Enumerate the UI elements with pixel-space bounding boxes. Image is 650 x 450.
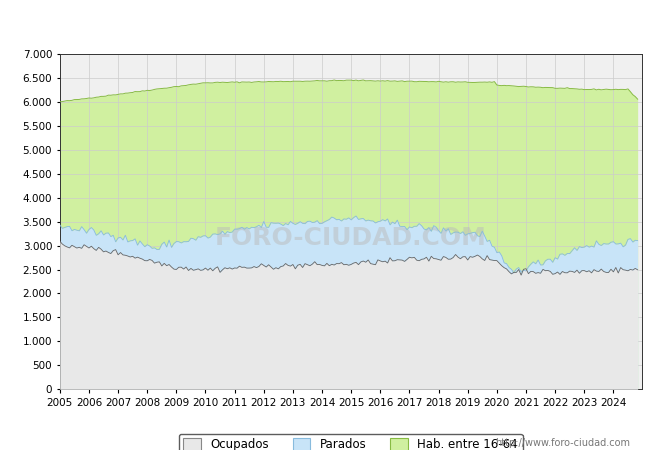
Text: Fernán-Núñez - Evolucion de la poblacion en edad de Trabajar Noviembre de 2024: Fernán-Núñez - Evolucion de la poblacion… xyxy=(51,17,599,30)
Legend: Ocupados, Parados, Hab. entre 16-64: Ocupados, Parados, Hab. entre 16-64 xyxy=(179,434,523,450)
Text: FORO-CIUDAD.COM: FORO-CIUDAD.COM xyxy=(214,226,487,250)
Text: http://www.foro-ciudad.com: http://www.foro-ciudad.com xyxy=(495,438,630,448)
